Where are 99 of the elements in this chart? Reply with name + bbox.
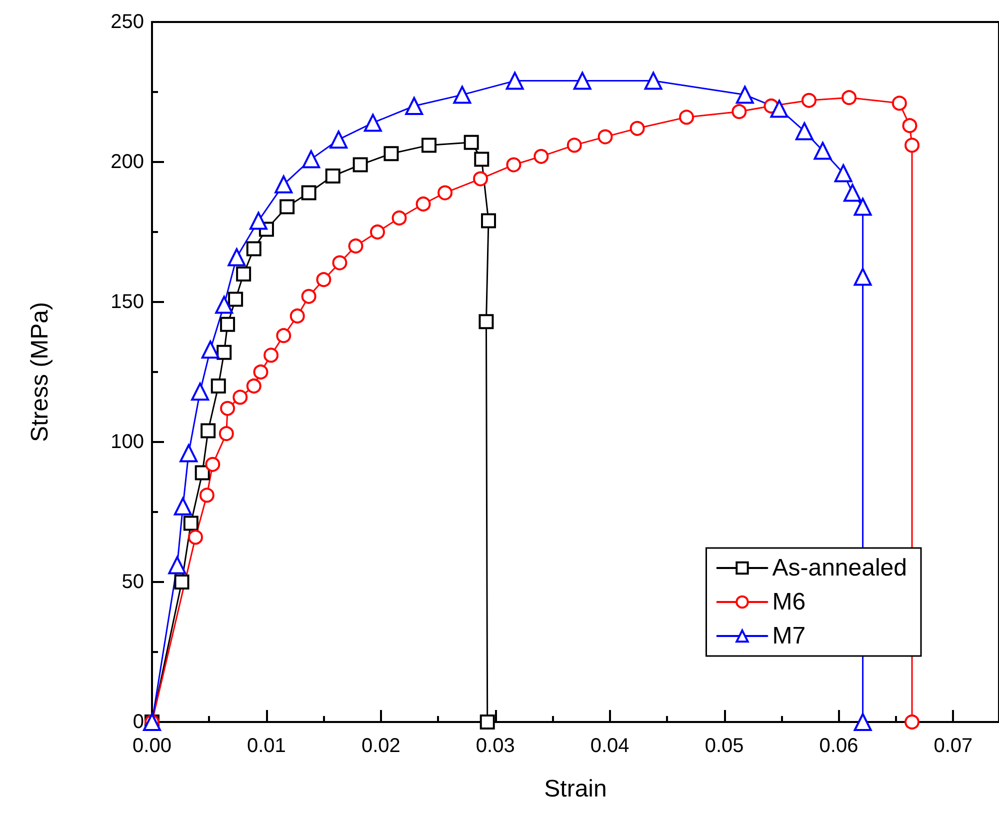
x-tick-label: 0.03 <box>476 735 515 757</box>
point <box>316 272 332 288</box>
y-tick-label: 50 <box>122 571 144 593</box>
point <box>352 157 368 172</box>
point <box>301 288 316 304</box>
point <box>249 212 268 230</box>
point <box>392 210 407 226</box>
point <box>904 138 920 153</box>
y-tick-label: 150 <box>110 291 144 313</box>
x-tick-label: 0.07 <box>934 735 973 757</box>
point <box>301 185 316 200</box>
point <box>174 497 192 516</box>
point <box>276 328 292 344</box>
point <box>834 164 852 182</box>
point <box>405 97 424 115</box>
x-tick-label: 0.06 <box>819 735 858 757</box>
point <box>199 488 214 503</box>
point <box>220 400 236 416</box>
point <box>253 364 268 380</box>
point <box>892 96 907 111</box>
legend-label: M6 <box>772 588 806 616</box>
y-axis-title: Stress (MPa) <box>26 302 54 442</box>
point <box>216 344 232 360</box>
point <box>598 129 613 144</box>
point <box>228 248 246 266</box>
point <box>506 72 524 90</box>
point <box>854 268 872 286</box>
point <box>630 120 645 136</box>
point <box>210 378 226 394</box>
point <box>330 130 348 149</box>
point <box>183 516 198 531</box>
point <box>180 444 198 462</box>
point <box>478 314 494 330</box>
point <box>218 426 234 442</box>
point <box>191 382 210 401</box>
x-tick-label: 0.04 <box>590 735 630 757</box>
point <box>802 92 816 108</box>
point <box>220 316 236 332</box>
point <box>236 266 252 282</box>
point <box>174 574 190 590</box>
point <box>364 114 382 132</box>
point <box>854 198 872 216</box>
point <box>264 348 279 363</box>
point <box>732 104 747 120</box>
point <box>332 255 348 270</box>
x-tick-label: 0.02 <box>361 735 400 757</box>
point <box>302 150 320 168</box>
point <box>421 138 436 153</box>
point <box>384 146 399 162</box>
point <box>325 168 340 184</box>
point <box>473 171 488 186</box>
point <box>481 213 496 228</box>
point <box>904 714 920 730</box>
point <box>506 157 522 172</box>
point <box>474 152 490 167</box>
point <box>188 530 203 545</box>
point <box>274 175 293 194</box>
point <box>566 138 582 153</box>
point <box>795 122 814 140</box>
point <box>438 185 453 200</box>
point <box>644 72 662 90</box>
point <box>534 148 549 164</box>
point <box>205 456 220 472</box>
point <box>770 100 788 118</box>
x-tick-label: 0.01 <box>246 735 286 757</box>
legend-label: As-annealed <box>772 554 907 582</box>
point <box>201 340 220 359</box>
point <box>854 713 872 731</box>
point <box>348 238 364 254</box>
x-tick-label: 0.05 <box>704 735 744 757</box>
point <box>480 714 495 730</box>
point <box>814 142 832 160</box>
legend-label: M7 <box>772 622 806 650</box>
point <box>902 118 918 134</box>
point <box>842 90 857 106</box>
point <box>246 378 262 394</box>
y-tick-label: 200 <box>110 151 144 173</box>
y-tick-label: 100 <box>110 431 144 453</box>
y-tick-label: 250 <box>110 11 144 33</box>
x-tick-label: 0.00 <box>132 735 172 757</box>
point <box>464 134 479 150</box>
point <box>736 86 754 104</box>
point <box>246 241 262 256</box>
point <box>228 292 244 307</box>
point <box>843 184 862 202</box>
x-axis-title: Strain <box>544 776 607 802</box>
point <box>453 86 472 104</box>
point <box>290 308 305 324</box>
point <box>200 423 216 438</box>
point <box>416 196 431 212</box>
point <box>168 556 186 574</box>
point <box>215 296 234 314</box>
point <box>370 224 385 240</box>
point <box>194 465 210 480</box>
point <box>679 110 694 125</box>
point <box>232 390 248 405</box>
y-tick-label: 0 <box>132 711 144 733</box>
point <box>573 72 592 90</box>
point <box>280 199 295 214</box>
